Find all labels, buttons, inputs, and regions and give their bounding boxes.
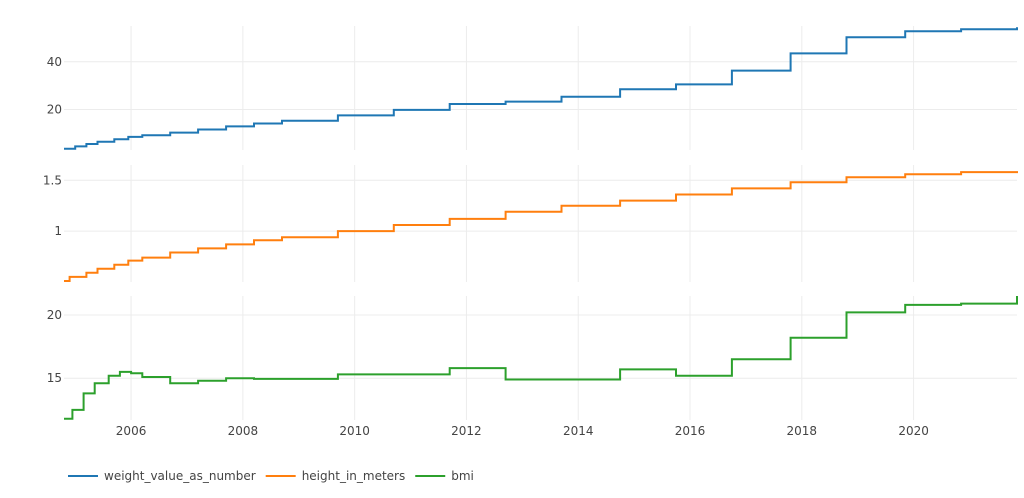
y-tick-label: 40 <box>47 55 62 69</box>
legend-item-height-in-meters[interactable]: height_in_meters <box>265 469 406 483</box>
x-tick-label: 2012 <box>451 424 482 438</box>
x-tick-label: 2014 <box>563 424 594 438</box>
x-tick-label: 2018 <box>787 424 818 438</box>
x-tick-label: 2010 <box>339 424 370 438</box>
y-tick-label: 15 <box>47 371 62 385</box>
legend: weight_value_as_number height_in_meters bm… <box>68 469 474 483</box>
x-tick-label: 2020 <box>898 424 929 438</box>
y-tick-label: 20 <box>47 102 62 116</box>
x-tick-label: 2006 <box>116 424 147 438</box>
x-tick-label: 2016 <box>675 424 706 438</box>
legend-label: weight_value_as_number <box>104 469 256 483</box>
y-tick-label: 1 <box>54 224 62 238</box>
series-line-bmi[interactable] <box>64 296 1018 420</box>
legend-item-weight-value-as-number[interactable]: weight_value_as_number <box>68 469 256 483</box>
series-line-weight-value-as-number[interactable] <box>64 27 1018 150</box>
x-tick-label: 2008 <box>228 424 259 438</box>
y-tick-label: 1.5 <box>43 173 62 187</box>
y-tick-label: 20 <box>47 308 62 322</box>
panel-height-in-meters: 11.5 <box>43 165 1018 282</box>
legend-label: bmi <box>451 469 474 483</box>
legend-label: height_in_meters <box>302 469 406 483</box>
legend-item-bmi[interactable]: bmi <box>415 469 474 483</box>
x-axis: 2006 2008 2010 2012 2014 2016 2018 2020 <box>116 424 929 438</box>
series-line-height-in-meters[interactable] <box>64 171 1018 282</box>
